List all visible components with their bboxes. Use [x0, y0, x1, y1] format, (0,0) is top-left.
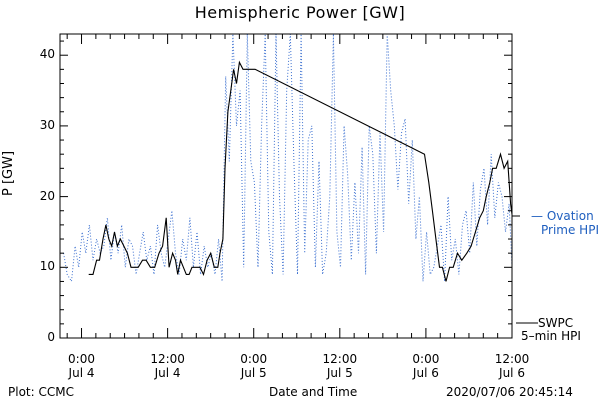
x-tick-label: Jul 5 [326, 366, 353, 380]
x-tick-label: 12:00 [494, 352, 530, 366]
x-tick-label: 12:00 [150, 352, 185, 366]
x-tick-label: 12:00 [322, 352, 358, 366]
series-ovation-hpi-line [63, 34, 512, 283]
legend-swpc-line1: SWPC [538, 316, 574, 330]
x-tick-label: Jul 5 [240, 366, 267, 380]
y-tick-label: 30 [39, 117, 55, 132]
x-tick-label: 0:00 [68, 352, 95, 366]
y-tick-label: 40 [39, 47, 55, 62]
x-tick-label: Jul 6 [499, 366, 525, 380]
x-axis-label: Date and Time [269, 385, 358, 399]
y-tick-label: 10 [39, 259, 55, 274]
x-tick-label: Jul 6 [412, 366, 439, 380]
plot-frame [59, 33, 513, 339]
plot-timestamp: 2020/07/06 20:45:14 [446, 385, 573, 399]
x-tick-label: Jul 4 [154, 366, 181, 380]
legend-swpc-line2: 5–min HPI [521, 329, 581, 343]
legend-ovation-line1: — Ovation [531, 209, 594, 223]
axis-ticks [60, 34, 513, 339]
y-tick-label: 0 [47, 330, 55, 344]
legend-swatches [512, 215, 538, 324]
plot-credit: Plot: CCMC [8, 385, 74, 399]
x-tick-label: 0:00 [412, 352, 440, 366]
chart-title: Hemispheric Power [GW] [194, 3, 406, 22]
legend-ovation-line2: Prime HPI [541, 223, 599, 237]
x-tick-label: 0:00 [240, 352, 268, 366]
series-swpc-hpi-line [88, 60, 512, 282]
x-tick-label: Jul 4 [68, 366, 95, 380]
series-layer [63, 34, 512, 283]
y-tick-label: 20 [39, 188, 55, 203]
